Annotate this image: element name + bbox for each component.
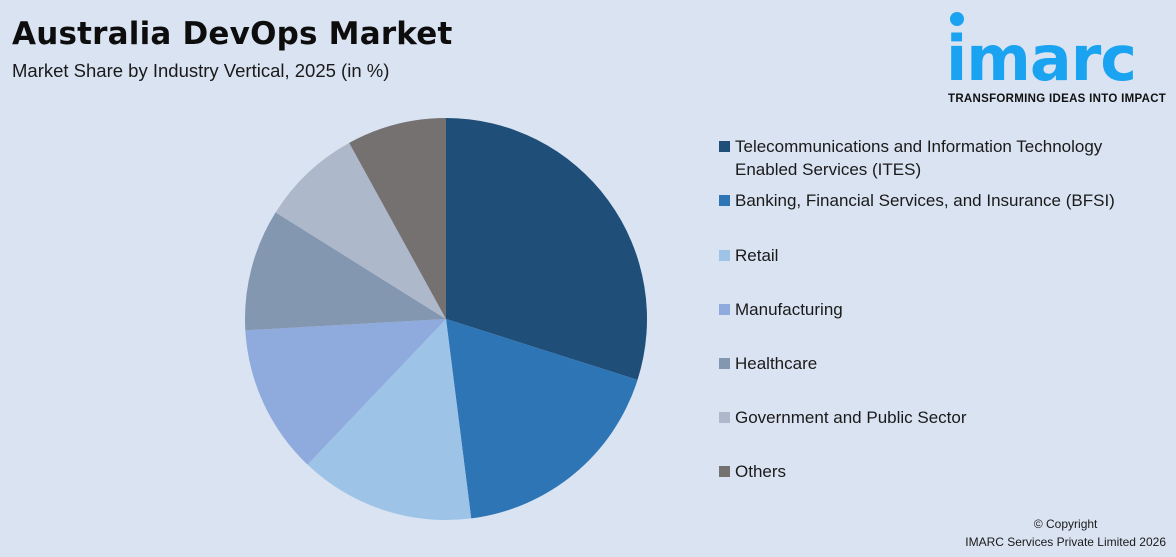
legend-swatch (719, 466, 730, 477)
legend-label: Manufacturing (735, 300, 843, 319)
copyright-line-1: © Copyright (1033, 517, 1098, 531)
legend-swatch (719, 358, 730, 369)
logo-tagline: TRANSFORMING IDEAS INTO IMPACT (948, 93, 1167, 105)
chart-title: Australia DevOps Market (12, 16, 453, 52)
legend-swatch (719, 250, 730, 261)
legend-label: Retail (735, 246, 779, 265)
pie-slice (275, 142, 446, 319)
pie-slice (446, 319, 638, 519)
pie-slice (307, 319, 472, 520)
copyright-notice: © Copyright IMARC Services Private Limit… (965, 515, 1166, 551)
legend-label: Healthcare (735, 354, 818, 373)
legend-swatch (719, 141, 730, 152)
logo-dot-icon (950, 12, 964, 26)
legend-swatch (719, 195, 730, 206)
legend-label: Government and Public Sector (735, 408, 967, 427)
logo-wordmark: imarc (946, 22, 1137, 95)
imarc-logo: imarc TRANSFORMING IDEAS INTO IMPACT (944, 10, 1170, 110)
legend-swatch (719, 412, 730, 423)
legend-label: Telecommunications and Information Techn… (735, 137, 1103, 179)
copyright-line-2: IMARC Services Private Limited 2026 (965, 535, 1166, 549)
pie-slice (245, 319, 446, 465)
legend-label: Others (735, 462, 787, 481)
chart-subtitle: Market Share by Industry Vertical, 2025 … (12, 60, 390, 81)
legend-label: Banking, Financial Services, and Insuran… (735, 191, 1115, 210)
pie-slice (349, 118, 446, 319)
pie-slice (446, 118, 648, 380)
legend-swatch (719, 304, 730, 315)
pie-slice (245, 212, 446, 331)
